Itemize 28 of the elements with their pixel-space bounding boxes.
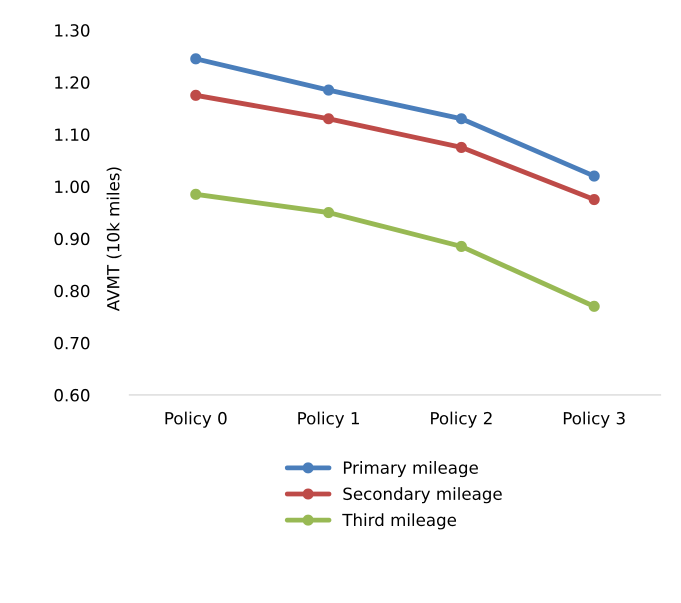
y-tick-label: 0.60 bbox=[54, 388, 90, 402]
point bbox=[588, 194, 600, 206]
point bbox=[190, 188, 202, 200]
y-tick-label: 0.70 bbox=[54, 336, 90, 350]
x-tick-label: Policy 0 bbox=[166, 412, 227, 428]
x-tick-label: Policy 3 bbox=[564, 412, 625, 428]
x-tick-label: Policy 1 bbox=[298, 412, 359, 428]
y-tick-label: 1.20 bbox=[55, 76, 90, 89]
point bbox=[588, 170, 600, 182]
y-tick-label: 1.00 bbox=[55, 180, 90, 194]
point bbox=[190, 90, 202, 101]
y-tick-label: 0.90 bbox=[54, 232, 90, 246]
point bbox=[323, 84, 334, 96]
point bbox=[190, 53, 202, 64]
y-tick-label: 0.80 bbox=[54, 284, 90, 298]
point bbox=[456, 240, 467, 252]
point bbox=[323, 207, 334, 218]
y-tick-label: 1.30 bbox=[55, 24, 90, 37]
point bbox=[588, 300, 600, 312]
point bbox=[323, 113, 334, 124]
y-axis-title: AVMT (10k miles) bbox=[106, 167, 122, 312]
point bbox=[456, 142, 467, 153]
x-tick-label: Policy 2 bbox=[431, 412, 492, 428]
legend-label: Third mileage bbox=[342, 513, 456, 530]
legend-label: Secondary mileage bbox=[343, 487, 502, 504]
legend-label: Primary mileage bbox=[344, 461, 478, 478]
point bbox=[456, 113, 467, 124]
y-tick-label: 1.10 bbox=[55, 128, 90, 141]
